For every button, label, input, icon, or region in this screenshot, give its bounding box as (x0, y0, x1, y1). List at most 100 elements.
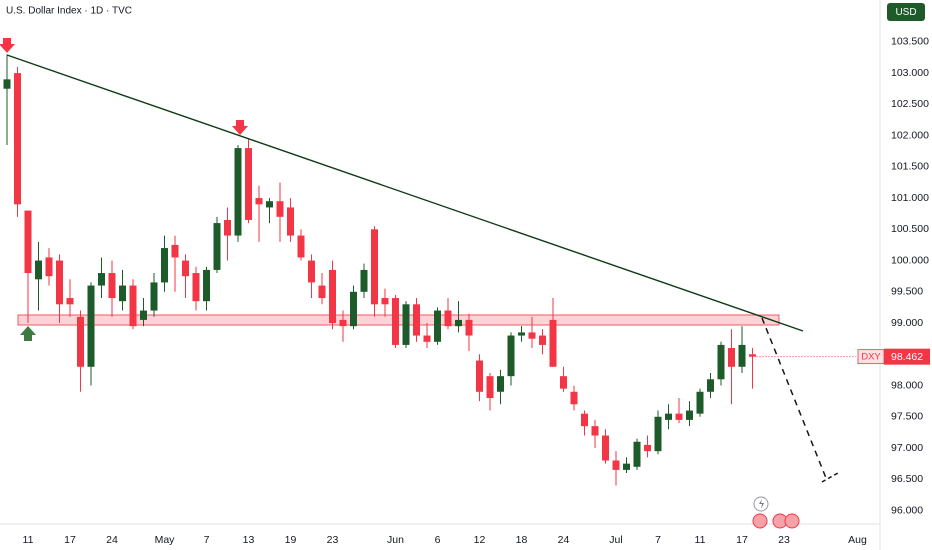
candle-body (476, 360, 483, 392)
candle-body (591, 426, 599, 436)
candle-body (308, 260, 315, 283)
candle-body (560, 376, 567, 389)
candle-body (633, 441, 641, 467)
x-tick-label: 23 (778, 534, 790, 546)
currency-badge[interactable] (887, 3, 925, 21)
candle-body (234, 148, 242, 236)
candle-body (192, 273, 200, 302)
candle-body (549, 319, 557, 367)
candle-body (245, 148, 252, 220)
x-tick-label: Jul (609, 534, 622, 546)
y-tick-label: 102.000 (891, 129, 929, 141)
candle-body (707, 379, 714, 392)
candle-body (696, 391, 704, 414)
projection-line (761, 317, 827, 479)
candle-body (56, 260, 63, 305)
candle-body (98, 273, 105, 286)
candle-body (518, 332, 525, 336)
y-tick-label: 101.000 (891, 192, 929, 204)
x-tick-label: 11 (23, 534, 34, 546)
x-tick-label: 12 (474, 534, 486, 546)
candle-body (213, 223, 221, 270)
candle-body (87, 285, 95, 367)
candle-body (182, 260, 189, 277)
x-tick-label: 19 (285, 534, 297, 546)
candle-body (402, 304, 410, 345)
event-icon[interactable] (752, 513, 768, 529)
symbol-label: DXY (861, 352, 881, 363)
candle-body (45, 257, 53, 277)
candle-body (108, 273, 116, 299)
y-tick-label: 96.000 (891, 504, 923, 516)
candle-body (455, 319, 462, 327)
candle-body (507, 335, 515, 377)
candle-body (728, 348, 735, 367)
candle-body (486, 376, 494, 399)
x-tick-label: Aug (848, 534, 867, 546)
candle-body (434, 310, 441, 342)
candle-body (350, 291, 357, 327)
last-price-label: 98.462 (891, 351, 923, 363)
candle-body (276, 201, 284, 217)
candle-body (654, 416, 662, 452)
x-tick-label: 7 (655, 534, 661, 546)
candle-body (266, 201, 273, 208)
y-tick-label: 99.000 (891, 317, 923, 329)
y-tick-label: 98.000 (891, 379, 923, 391)
candle-body (24, 210, 32, 274)
candle-body (255, 198, 263, 205)
candle-body (413, 304, 420, 336)
candle-body (35, 260, 42, 280)
candle-body (749, 354, 756, 357)
candle-body (738, 344, 746, 367)
candle-body (150, 282, 158, 311)
x-tick-label: 24 (106, 534, 118, 546)
candle-body (360, 269, 368, 292)
currency-label: USD (895, 7, 916, 18)
sell-arrow (232, 120, 248, 135)
candle-body (129, 285, 137, 327)
candle-body (675, 413, 683, 420)
candle-body (318, 285, 326, 299)
candle-body (381, 298, 389, 305)
candle-body (140, 310, 147, 320)
candle-body (392, 298, 399, 345)
y-tick-label: 101.500 (891, 161, 929, 173)
candle-body (465, 319, 473, 336)
y-tick-label: 103.000 (891, 67, 929, 79)
candle-body (581, 413, 588, 427)
candle-body (297, 235, 305, 258)
candle-body (444, 310, 452, 327)
x-tick-label: May (155, 534, 176, 546)
y-tick-label: 103.500 (891, 36, 929, 48)
candle-body (371, 229, 378, 305)
x-tick-label: 7 (204, 534, 210, 546)
y-tick-label: 97.500 (891, 411, 923, 423)
price-badge (884, 348, 930, 365)
event-icon[interactable] (784, 513, 800, 529)
chart-title: U.S. Dollar Index · 1D · TVC (6, 6, 132, 17)
candle-body (497, 376, 504, 392)
candle-body (287, 207, 294, 236)
candle-body (602, 435, 609, 461)
buy-arrow (20, 326, 36, 341)
candle-body (14, 73, 21, 205)
event-icon-glyph (759, 499, 764, 509)
candle-body (686, 410, 693, 420)
x-tick-label: Jun (387, 534, 404, 546)
x-tick-label: 18 (516, 534, 528, 546)
x-tick-label: 24 (558, 534, 570, 546)
candle-body (171, 244, 179, 258)
y-tick-label: 100.500 (891, 223, 929, 235)
candle-body (665, 413, 672, 420)
candle-body (66, 298, 74, 305)
y-tick-label: 100.000 (891, 254, 929, 266)
y-tick-label: 99.500 (891, 286, 923, 298)
candle-body (203, 269, 210, 302)
y-tick-label: 102.500 (891, 98, 929, 110)
trend-line (6, 54, 804, 332)
candle-body (423, 335, 431, 342)
x-tick-label: 23 (327, 534, 339, 546)
candle-body (644, 444, 651, 452)
